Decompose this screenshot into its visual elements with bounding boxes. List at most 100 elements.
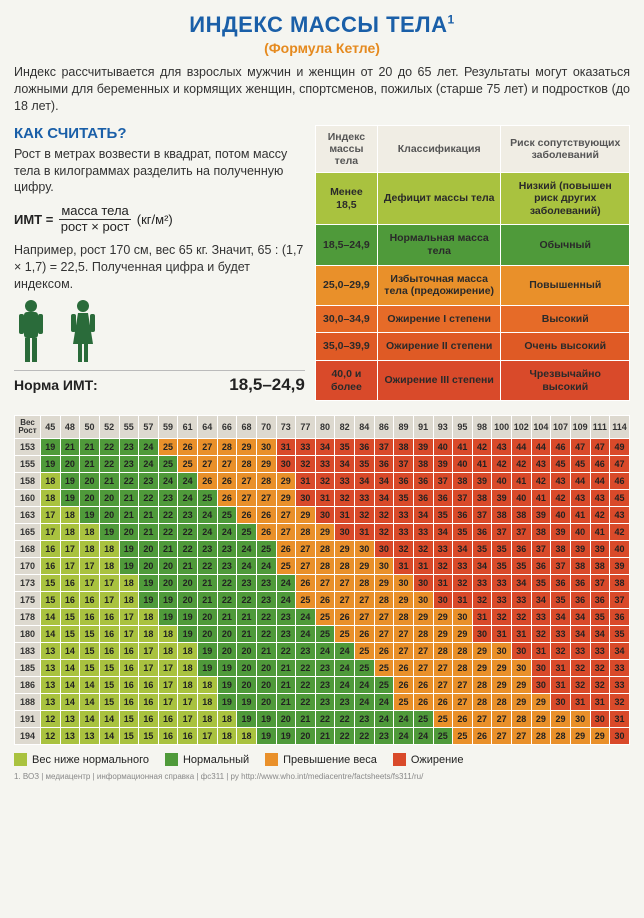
- bmi-cell: 19: [217, 660, 237, 677]
- bmi-cell: 17: [139, 643, 159, 660]
- bmi-cell: 20: [237, 677, 257, 694]
- bmi-cell: 36: [512, 541, 532, 558]
- bmi-cell: 21: [237, 609, 257, 626]
- bmi-cell: 15: [80, 626, 100, 643]
- bmi-cell: 24: [178, 473, 198, 490]
- bmi-cell: 34: [472, 558, 492, 575]
- bmi-cell: 28: [217, 439, 237, 456]
- bmi-cell: 39: [492, 490, 512, 507]
- bmi-height-header: 165: [15, 524, 41, 541]
- bmi-cell: 29: [276, 490, 296, 507]
- bmi-weight-header: 104: [531, 416, 551, 439]
- bmi-cell: 20: [198, 609, 218, 626]
- bmi-cell: 47: [610, 456, 630, 473]
- bmi-cell: 39: [472, 473, 492, 490]
- bmi-cell: 22: [315, 711, 335, 728]
- bmi-weight-header: 98: [472, 416, 492, 439]
- bmi-cell: 19: [139, 592, 159, 609]
- bmi-cell: 40: [610, 541, 630, 558]
- bmi-weight-header: 82: [335, 416, 355, 439]
- bmi-cell: 28: [472, 677, 492, 694]
- bmi-cell: 29: [551, 711, 571, 728]
- bmi-cell: 45: [551, 456, 571, 473]
- bmi-cell: 30: [413, 592, 433, 609]
- bmi-cell: 29: [590, 728, 610, 745]
- bmi-cell: 29: [492, 677, 512, 694]
- bmi-cell: 14: [60, 643, 80, 660]
- bmi-cell: 31: [570, 694, 590, 711]
- bmi-cell: 18: [237, 728, 257, 745]
- formula: ИМТ = масса тела рост × рост (кг/м²): [14, 204, 305, 234]
- bmi-height-header: 163: [15, 507, 41, 524]
- bmi-cell: 46: [610, 473, 630, 490]
- bmi-cell: 44: [512, 439, 532, 456]
- bmi-height-header: 186: [15, 677, 41, 694]
- bmi-cell: 27: [472, 711, 492, 728]
- bmi-cell: 38: [570, 558, 590, 575]
- bmi-weight-header: 100: [492, 416, 512, 439]
- bmi-cell: 19: [178, 609, 198, 626]
- bmi-cell: 16: [80, 592, 100, 609]
- man-icon: [14, 298, 48, 364]
- bmi-cell: 19: [256, 728, 276, 745]
- bmi-height-header: 191: [15, 711, 41, 728]
- bmi-cell: 19: [237, 694, 257, 711]
- bmi-cell: 34: [413, 507, 433, 524]
- bmi-cell: 42: [492, 456, 512, 473]
- bmi-cell: 27: [394, 643, 414, 660]
- bmi-cell: 23: [256, 592, 276, 609]
- bmi-cell: 25: [335, 626, 355, 643]
- bmi-cell: 30: [413, 575, 433, 592]
- bmi-cell: 19: [60, 473, 80, 490]
- bmi-cell: 33: [394, 524, 414, 541]
- bmi-cell: 17: [41, 507, 61, 524]
- bmi-cell: 23: [355, 711, 375, 728]
- bmi-height-header: 194: [15, 728, 41, 745]
- class-table-header: Индекс массы тела: [315, 125, 377, 172]
- bmi-weight-header: 55: [119, 416, 139, 439]
- bmi-cell: 33: [315, 456, 335, 473]
- bmi-height-header: 160: [15, 490, 41, 507]
- bmi-cell: 38: [492, 507, 512, 524]
- bmi-weight-header: 59: [158, 416, 178, 439]
- woman-icon: [66, 298, 100, 364]
- bmi-cell: 26: [256, 507, 276, 524]
- bmi-cell: 31: [413, 558, 433, 575]
- bmi-cell: 24: [296, 626, 316, 643]
- bmi-cell: 18: [99, 541, 119, 558]
- bmi-cell: 19: [158, 609, 178, 626]
- bmi-cell: 33: [433, 541, 453, 558]
- bmi-cell: 16: [99, 609, 119, 626]
- bmi-cell: 16: [139, 677, 159, 694]
- bmi-cell: 27: [335, 575, 355, 592]
- bmi-cell: 33: [610, 660, 630, 677]
- bmi-cell: 21: [178, 558, 198, 575]
- bmi-cell: 20: [256, 694, 276, 711]
- bmi-cell: 30: [570, 711, 590, 728]
- bmi-cell: 37: [531, 541, 551, 558]
- bmi-cell: 36: [570, 592, 590, 609]
- bmi-cell: 27: [374, 609, 394, 626]
- bmi-cell: 30: [590, 711, 610, 728]
- bmi-cell: 29: [413, 609, 433, 626]
- bmi-cell: 25: [433, 711, 453, 728]
- bmi-cell: 38: [551, 541, 571, 558]
- bmi-cell: 27: [237, 490, 257, 507]
- bmi-cell: 29: [256, 456, 276, 473]
- bmi-cell: 20: [256, 660, 276, 677]
- bmi-cell: 29: [570, 728, 590, 745]
- bmi-height-header: 188: [15, 694, 41, 711]
- bmi-cell: 19: [237, 711, 257, 728]
- bmi-cell: 14: [41, 609, 61, 626]
- bmi-cell: 38: [512, 507, 532, 524]
- bmi-cell: 28: [237, 456, 257, 473]
- bmi-cell: 27: [198, 439, 218, 456]
- class-table-cell: Нормальная масса тела: [377, 225, 501, 265]
- bmi-cell: 17: [178, 711, 198, 728]
- bmi-cell: 18: [80, 524, 100, 541]
- bmi-cell: 27: [335, 592, 355, 609]
- bmi-cell: 37: [590, 575, 610, 592]
- bmi-cell: 15: [139, 728, 159, 745]
- bmi-cell: 13: [80, 728, 100, 745]
- bmi-cell: 12: [41, 728, 61, 745]
